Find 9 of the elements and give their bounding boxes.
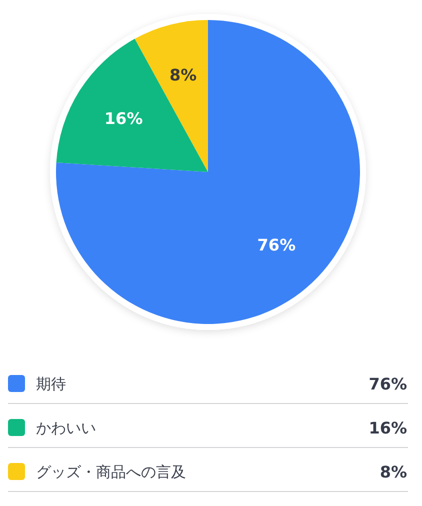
legend-label: 期待 xyxy=(36,375,66,393)
legend-label: グッズ・商品への言及 xyxy=(36,463,186,481)
text: 8% xyxy=(380,462,407,482)
text: 16% xyxy=(368,418,407,438)
data-label: 76% xyxy=(257,235,296,254)
legend-label: かわいい xyxy=(36,419,96,437)
data-label: 16% xyxy=(104,108,143,128)
text: 76% xyxy=(368,374,407,394)
data-label: 8% xyxy=(170,66,197,85)
